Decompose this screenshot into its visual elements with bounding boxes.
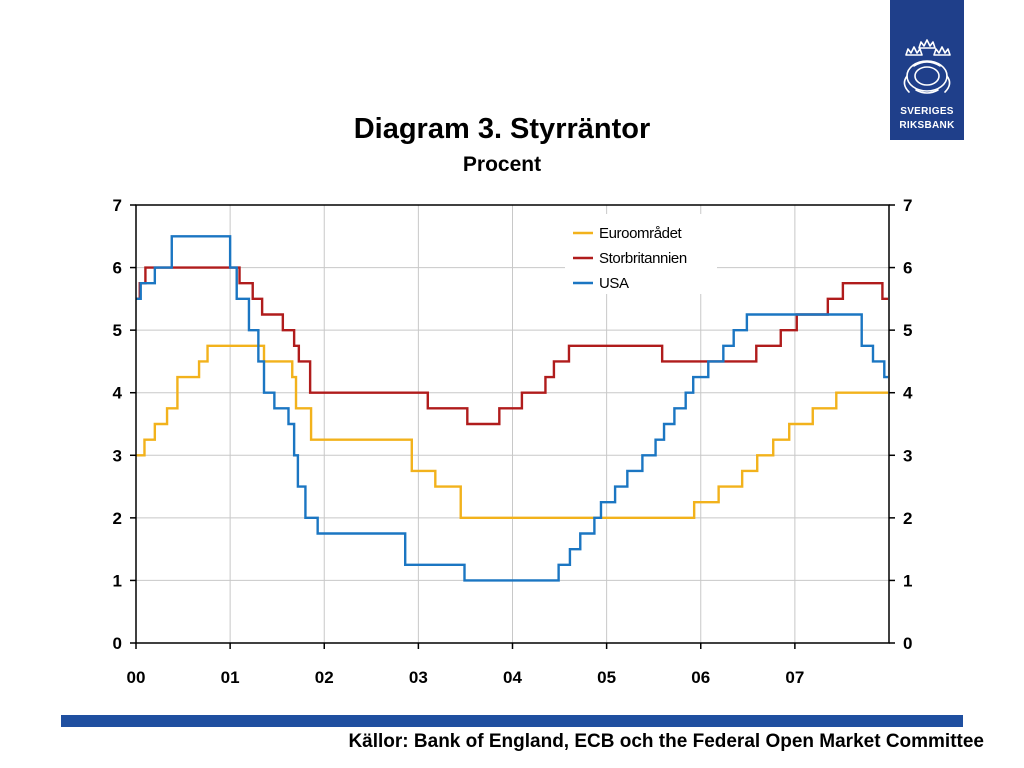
series-line-storbritannien [136,266,889,426]
axis-labels: 0 01 12 23 34 45 56 67 700 01 02 03 04 05 06 07 [113,196,913,687]
chart-title: Diagram 3. Styrräntor [353,113,651,145]
crown-emblem-icon [903,39,951,94]
y-tick-label-right: 0 [903,634,912,653]
x-tick-label: 05 [597,668,616,687]
logo-line-2: RIKSBANK [899,120,955,131]
x-tick-label: 06 [691,668,710,687]
y-tick-label-left: 1 [113,571,122,590]
legend: Euroområdet Storbritannien USA [565,214,717,294]
x-tick-label: 07 [785,668,804,687]
x-tick-label: 02 [315,668,334,687]
source-text: Källor: Bank of England, ECB och the Fed… [348,731,984,752]
x-tick-label: 03 [409,668,428,687]
x-tick-label: 04 [503,668,522,687]
grid-lines [136,205,889,643]
logo-line-1: SVERIGES [900,106,954,117]
y-tick-label-right: 6 [903,259,912,278]
series-layer [136,235,889,582]
y-tick-label-right: 2 [903,509,912,528]
y-tick-label-right: 1 [903,571,912,590]
footer-bar [61,715,963,727]
y-tick-label-right: 3 [903,446,912,465]
y-tick-label-left: 3 [113,446,122,465]
chart-subtitle: Procent [462,153,542,176]
y-tick-label-left: 6 [113,259,122,278]
series-line-usa [136,235,889,582]
series-line-euroområdet [136,344,889,520]
legend-box [565,214,717,294]
legend-label: Euroområdet [599,225,683,242]
y-tick-label-left: 0 [113,634,122,653]
y-tick-label-right: 4 [903,384,913,403]
y-tick-label-right: 5 [903,321,912,340]
y-tick-label-left: 7 [113,196,122,215]
x-tick-label: 00 [127,668,146,687]
axis-ticks [130,204,895,649]
y-tick-label-left: 4 [113,384,123,403]
x-tick-label: 01 [221,668,240,687]
y-tick-label-left: 2 [113,509,122,528]
legend-label: Storbritannien [599,250,687,267]
legend-label: USA [599,275,629,292]
riksbank-logo: SVERIGES RIKSBANK [890,0,964,140]
chart: 0 01 12 23 34 45 56 67 700 01 02 03 04 05 06 07 Euroomr… [113,196,913,687]
y-tick-label-left: 5 [113,321,122,340]
y-tick-label-right: 7 [903,196,912,215]
